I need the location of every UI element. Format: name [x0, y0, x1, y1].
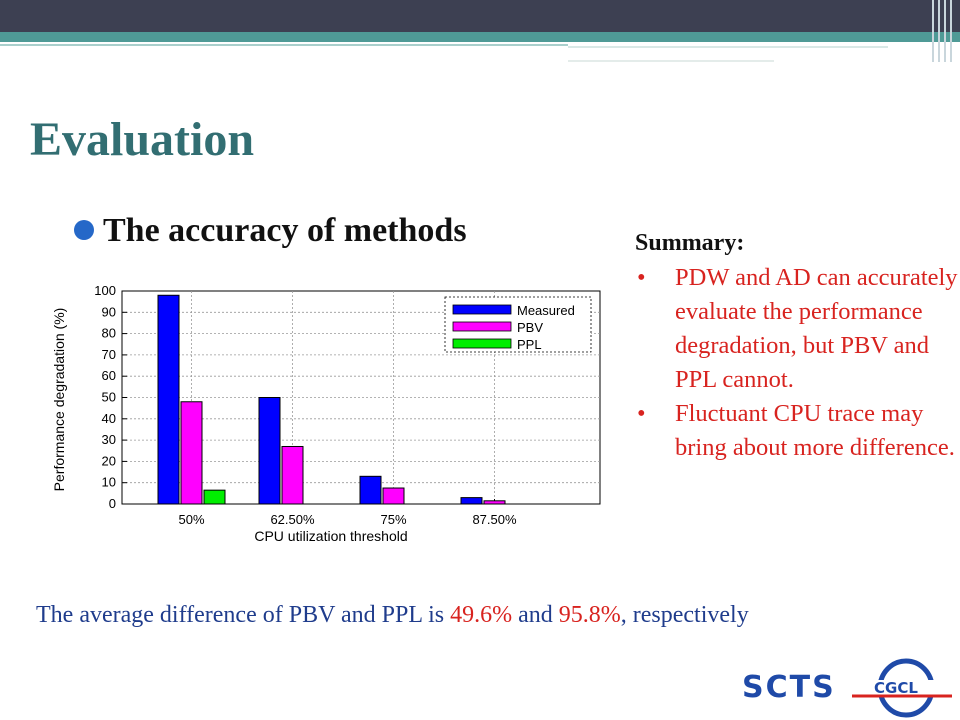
y-tick-label: 100	[94, 283, 116, 298]
slide-top-stripe	[0, 32, 960, 42]
legend-label: PPL	[517, 337, 542, 352]
summary-item: • Fluctuant CPU trace may bring about mo…	[635, 397, 960, 465]
scts-logo: SCTS	[742, 670, 836, 705]
cgcl-logo: CGCL	[852, 658, 952, 718]
x-tick-label: 62.50%	[270, 512, 315, 527]
slide-top-bar	[0, 0, 960, 32]
summary-item: • PDW and AD can accurately evaluate the…	[635, 261, 960, 397]
legend-label: PBV	[517, 320, 543, 335]
x-tick-label: 75%	[380, 512, 406, 527]
summary-item-text: PDW and AD can accurately evaluate the p…	[675, 264, 958, 393]
slide-title: Evaluation	[30, 113, 255, 166]
legend-swatch	[452, 338, 512, 349]
summary-title: Summary:	[635, 230, 745, 256]
bar-measured	[460, 497, 483, 505]
conclusion-part: and	[512, 602, 559, 628]
svg-text:CGCL: CGCL	[874, 679, 918, 697]
bullet-dot-icon: •	[637, 400, 646, 427]
bar-measured	[157, 294, 180, 505]
y-tick-label: 50	[102, 390, 116, 405]
y-tick-label: 20	[102, 453, 116, 468]
bar-pbv	[180, 401, 203, 505]
decor-vertical-stripes	[928, 0, 960, 62]
y-tick-label: 40	[102, 411, 116, 426]
legend-label: Measured	[517, 303, 575, 318]
y-tick-label: 90	[102, 304, 116, 319]
y-tick-label: 70	[102, 347, 116, 362]
x-axis-label: CPU utilization threshold	[254, 528, 407, 544]
y-tick-label: 10	[102, 475, 116, 490]
conclusion-part: The average difference of PBV and PPL is	[36, 602, 451, 628]
bar-measured	[359, 475, 382, 505]
summary-item-text: Fluctuant CPU trace may bring about more…	[675, 400, 955, 461]
bar-pbv	[483, 500, 506, 505]
bullet-icon	[74, 220, 94, 240]
pbv-difference-value: 49.6%	[450, 602, 513, 628]
y-tick-label: 60	[102, 368, 116, 383]
legend-swatch	[452, 304, 512, 315]
bar-chart: 0 10 20 30 40 50 60 70 80 90 100 50% 62.50% 75% 87.50%…	[51, 283, 601, 544]
conclusion-part: , respectively	[620, 602, 749, 628]
bar-ppl	[203, 489, 226, 505]
x-tick-label: 50%	[178, 512, 204, 527]
bar-pbv	[281, 445, 304, 505]
logo-area: SCTS CGCL	[736, 652, 956, 720]
decor-line	[568, 46, 888, 48]
ppl-difference-value: 95.8%	[558, 602, 621, 628]
y-tick-label: 0	[109, 496, 116, 511]
y-tick-label: 30	[102, 432, 116, 447]
decor-line	[0, 44, 568, 46]
y-axis-label: Performance degradation (%)	[51, 308, 67, 492]
bar-measured	[258, 397, 281, 505]
x-tick-label: 87.50%	[472, 512, 517, 527]
summary-panel: Summary: • PDW and AD can accurately eva…	[635, 230, 960, 465]
bullet-dot-icon: •	[637, 264, 646, 291]
bullet-heading: The accuracy of methods	[103, 212, 467, 249]
y-tick-label: 80	[102, 326, 116, 341]
conclusion-text: The average difference of PBV and PPL is…	[36, 598, 896, 633]
legend-swatch	[452, 321, 512, 332]
bar-pbv	[382, 487, 405, 505]
decor-line	[568, 60, 774, 62]
